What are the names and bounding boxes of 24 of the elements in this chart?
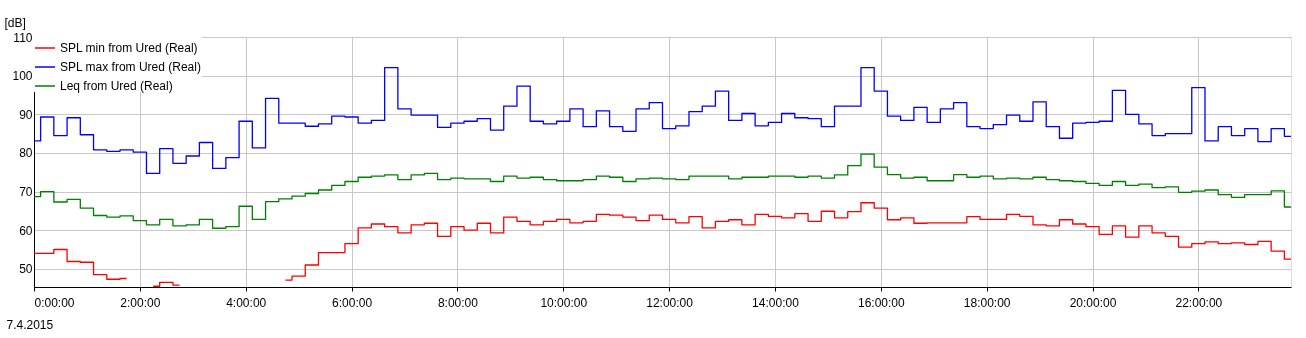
x-tick-label: 20:00:00 [1069, 295, 1117, 310]
y-tick-label: 100 [12, 69, 33, 84]
y-tick-label: 90 [19, 107, 33, 122]
x-tick-label: 18:00:00 [963, 295, 1011, 310]
x-tick-label: 14:00:00 [752, 295, 800, 310]
x-tick-label: 2:00:00 [120, 295, 161, 310]
x-tick-label: 6:00:00 [332, 295, 373, 310]
x-tick-label: 4:00:00 [226, 295, 267, 310]
y-tick-label: 60 [19, 223, 33, 238]
legend-label: SPL min from Ured (Real) [60, 41, 198, 55]
y-tick-label: 70 [19, 185, 33, 200]
x-tick-label: 0:00:00 [34, 295, 75, 310]
legend-label: SPL max from Ured (Real) [60, 60, 201, 74]
y-tick-label: 80 [19, 146, 33, 161]
x-tick-label: 10:00:00 [540, 295, 588, 310]
x-tick-label: 22:00:00 [1175, 295, 1223, 310]
x-tick-label: 16:00:00 [857, 295, 905, 310]
y-axis-title: [dB] [4, 15, 26, 30]
x-tick-label: 8:00:00 [437, 295, 479, 310]
legend-label: Leq from Ured (Real) [60, 79, 173, 93]
x-axis-title: 7.4.2015 [6, 317, 54, 332]
y-tick-label: 50 [19, 262, 33, 277]
y-tick-label: 110 [13, 30, 33, 45]
x-tick-label: 12:00:00 [646, 295, 694, 310]
